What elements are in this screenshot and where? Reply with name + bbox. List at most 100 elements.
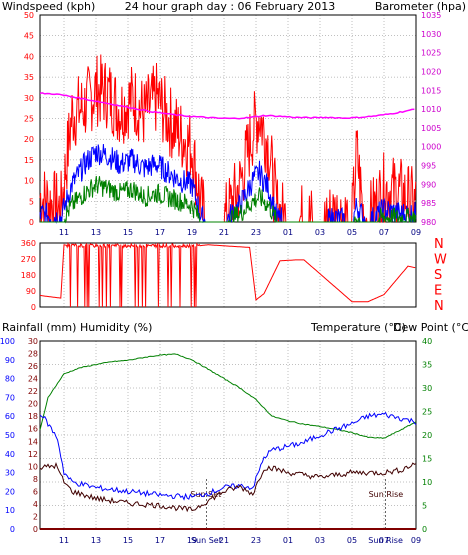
windspeed-tick-25: 25 (24, 115, 34, 124)
barometer-tick-1025: 1025 (421, 49, 441, 58)
temp-time-label-17: 17 (155, 536, 165, 545)
windspeed-tick-5: 5 (29, 197, 34, 206)
sun-event-label-0: Sun Set (190, 490, 221, 499)
wind-panel-time-labels: 11 13 15 17 19 21 23 01 03 05 07 09 (59, 228, 421, 237)
wind-time-label-17: 17 (155, 228, 165, 237)
humidity-tick-100: 100 (0, 337, 15, 346)
temperature-tick-10: 10 (422, 478, 432, 487)
rainfall-tick-0: 0 (33, 525, 38, 534)
direction-degree-labels: 0 90 180 270 360 (21, 239, 36, 312)
wind-time-label-13: 13 (91, 228, 101, 237)
rainfall-axis-label: Rainfall (mm) (2, 321, 76, 334)
temperature-tick-35: 35 (422, 361, 432, 370)
windspeed-tick-0: 0 (29, 218, 34, 227)
barometer-tick-995: 995 (421, 162, 436, 171)
barometer-tick-1030: 1030 (421, 30, 441, 39)
rainfall-tick-22: 22 (28, 387, 38, 396)
temperature-tick-0: 0 (422, 525, 427, 534)
windspeed-tick-20: 20 (24, 135, 34, 144)
windspeed-tick-50: 50 (24, 11, 34, 20)
rainfall-tick-2: 2 (33, 512, 38, 521)
rainfall-tick-24: 24 (28, 375, 38, 384)
humidity-tick-80: 80 (5, 375, 15, 384)
wind-time-label-15: 15 (123, 228, 133, 237)
wind-time-label-03: 03 (315, 228, 325, 237)
humidity-tick-20: 20 (5, 487, 15, 496)
direction-tick-180: 180 (21, 271, 36, 280)
temp-panel-series (39, 353, 417, 530)
barometer-tick-1020: 1020 (421, 67, 441, 76)
humidity-tick-labels: 0 10 20 30 40 50 60 70 80 90 100 (0, 337, 15, 534)
barometer-tick-985: 985 (421, 199, 436, 208)
wind-time-label-07: 07 (379, 228, 389, 237)
temperature-tick-20: 20 (422, 431, 432, 440)
temp-time-label-19: 19 (187, 536, 197, 545)
temp-time-label-23: 23 (251, 536, 261, 545)
sun-event-axis-label-0: Sun Set (191, 536, 222, 545)
rainfall-tick-28: 28 (28, 350, 38, 359)
compass-label-S-2: S (434, 268, 442, 283)
windspeed-tick-35: 35 (24, 73, 34, 82)
temp-time-label-03: 03 (315, 536, 325, 545)
direction-tick-90: 90 (26, 287, 36, 296)
temp-time-label-05: 05 (347, 536, 357, 545)
barometer-tick-1010: 1010 (421, 105, 441, 114)
humidity-tick-40: 40 (5, 450, 15, 459)
windspeed-tick-10: 10 (24, 177, 34, 186)
barometer-tick-1005: 1005 (421, 124, 441, 133)
series-dew-point (39, 461, 417, 513)
compass-label-N-0: N (434, 237, 444, 252)
wind-panel-series (39, 54, 417, 224)
windspeed-axis-label: Windspeed (kph) (2, 0, 95, 13)
humidity-tick-10: 10 (5, 506, 15, 515)
direction-tick-270: 270 (21, 255, 36, 264)
barometer-axis-label: Barometer (hpa) (375, 0, 466, 13)
sun-event-axis-label-1: Sun Rise (368, 536, 403, 545)
temperature-tick-labels: 0 5 10 15 20 25 30 35 40 (422, 337, 432, 534)
temperature-tick-15: 15 (422, 455, 432, 464)
direction-panel-series (39, 241, 416, 308)
barometer-tick-1000: 1000 (421, 143, 441, 152)
rainfall-tick-8: 8 (33, 475, 38, 484)
temp-time-label-13: 13 (91, 536, 101, 545)
barometer-tick-990: 990 (421, 180, 436, 189)
direction-panel-frame (39, 242, 417, 308)
wind-time-label-01: 01 (283, 228, 293, 237)
barometer-tick-1035: 1035 (421, 11, 441, 20)
humidity-tick-30: 30 (5, 469, 15, 478)
sun-event-label-1: Sun Rise (369, 490, 404, 499)
wind-time-label-23: 23 (251, 228, 261, 237)
dewpoint-axis-label: Dew Point (°C) (393, 321, 468, 334)
windspeed-tick-labels: 0 5 10 15 20 25 30 35 40 45 50 (24, 11, 34, 227)
rainfall-tick-4: 4 (33, 500, 38, 509)
wind-time-label-09: 09 (411, 228, 421, 237)
wind-series-low (40, 175, 417, 224)
compass-label-E-3: E (434, 284, 442, 299)
wind-time-label-05: 05 (347, 228, 357, 237)
direction-panel-grid (63, 243, 417, 307)
windspeed-tick-15: 15 (24, 156, 34, 165)
temperature-axis-label: Temperature (°C) (310, 321, 406, 334)
wind-time-label-21: 21 (219, 228, 229, 237)
humidity-tick-50: 50 (5, 431, 15, 440)
barometer-tick-labels: 980 985 990 995 1000 1005 1010 1015 1020 1025 1030… (421, 11, 441, 227)
windspeed-tick-40: 40 (24, 52, 34, 61)
temp-time-label-15: 15 (123, 536, 133, 545)
humidity-tick-70: 70 (5, 393, 15, 402)
direction-tick-360: 360 (21, 239, 36, 248)
compass-label-N-4: N (434, 299, 444, 314)
windspeed-tick-45: 45 (24, 32, 34, 41)
temp-time-label-07: 07 (379, 536, 389, 545)
rainfall-tick-14: 14 (28, 437, 38, 446)
temp-panel-time-labels: 11 13 15 17 19 21 23 01 03 05 07 09 (59, 536, 421, 545)
temperature-tick-25: 25 (422, 408, 432, 417)
humidity-tick-0: 0 (10, 525, 15, 534)
temp-time-label-01: 01 (283, 536, 293, 545)
windspeed-tick-30: 30 (24, 94, 34, 103)
temp-time-label-21: 21 (219, 536, 229, 545)
direction-tick-0: 0 (31, 303, 36, 312)
